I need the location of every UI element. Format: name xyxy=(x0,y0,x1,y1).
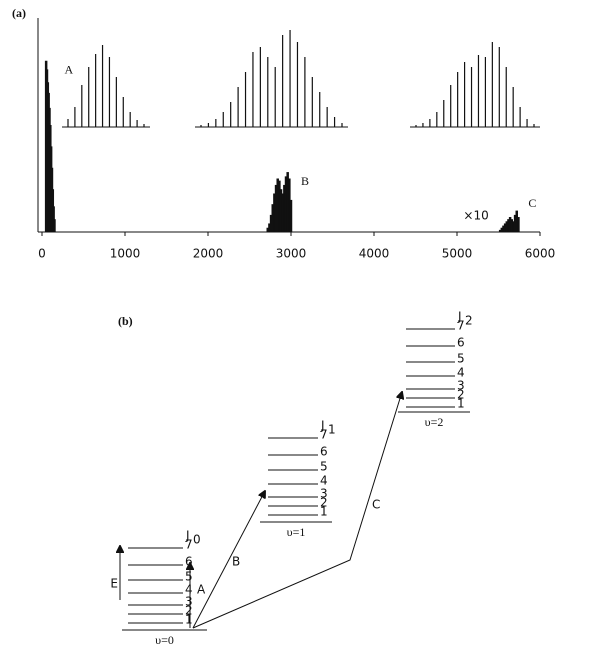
level-label: 7 xyxy=(457,319,465,333)
j-sub: 0 xyxy=(193,533,201,547)
j-label: J xyxy=(185,529,190,543)
level-label: 2 xyxy=(320,496,328,510)
j-label: J xyxy=(320,419,325,433)
level-label: 4 xyxy=(320,474,328,488)
x-tick-label: 0 xyxy=(38,247,46,261)
level-label: 7 xyxy=(185,538,193,552)
level-label: 3 xyxy=(185,595,193,609)
level-label: 5 xyxy=(320,460,328,474)
state-label: υ=2 xyxy=(425,415,444,429)
level-label: 3 xyxy=(320,487,328,501)
level-label: 1 xyxy=(457,397,465,411)
transition-arrow xyxy=(192,491,265,629)
state-label: υ=1 xyxy=(287,525,306,539)
j-sub: 2 xyxy=(465,314,473,328)
level-label: 2 xyxy=(185,604,193,618)
band-label: B xyxy=(301,174,309,188)
x-tick-label: 4000 xyxy=(359,247,390,261)
transition-label: A xyxy=(197,583,206,597)
level-label: 5 xyxy=(185,570,193,584)
x-tick-label: 5000 xyxy=(442,247,473,261)
transition-label: B xyxy=(232,555,240,569)
level-label: 1 xyxy=(320,505,328,519)
x-tick-label: 3000 xyxy=(276,247,307,261)
x-tick-label: 1000 xyxy=(110,247,141,261)
level-label: 2 xyxy=(457,388,465,402)
level-label: 3 xyxy=(457,379,465,393)
level-label: 4 xyxy=(185,583,193,597)
transition-arrow xyxy=(192,392,402,629)
x-tick-label: 2000 xyxy=(193,247,224,261)
j-sub: 1 xyxy=(328,423,336,437)
level-label: 4 xyxy=(457,366,465,380)
energy-label: E xyxy=(110,577,118,591)
level-label: 6 xyxy=(320,445,328,459)
band-label: C xyxy=(528,196,536,210)
level-label: 5 xyxy=(457,352,465,366)
state-label: υ=0 xyxy=(155,633,174,647)
j-label: J xyxy=(457,310,462,324)
level-label: 7 xyxy=(320,428,328,442)
scale-note: ×10 xyxy=(463,209,488,223)
level-label: 1 xyxy=(185,613,193,627)
level-label: 6 xyxy=(185,555,193,569)
level-label: 6 xyxy=(457,336,465,350)
transition-label: C xyxy=(372,498,380,512)
panel-label: (a) xyxy=(12,6,26,20)
band-label: A xyxy=(64,63,73,77)
panel-label: (b) xyxy=(118,314,133,328)
x-tick-label: 6000 xyxy=(525,247,556,261)
